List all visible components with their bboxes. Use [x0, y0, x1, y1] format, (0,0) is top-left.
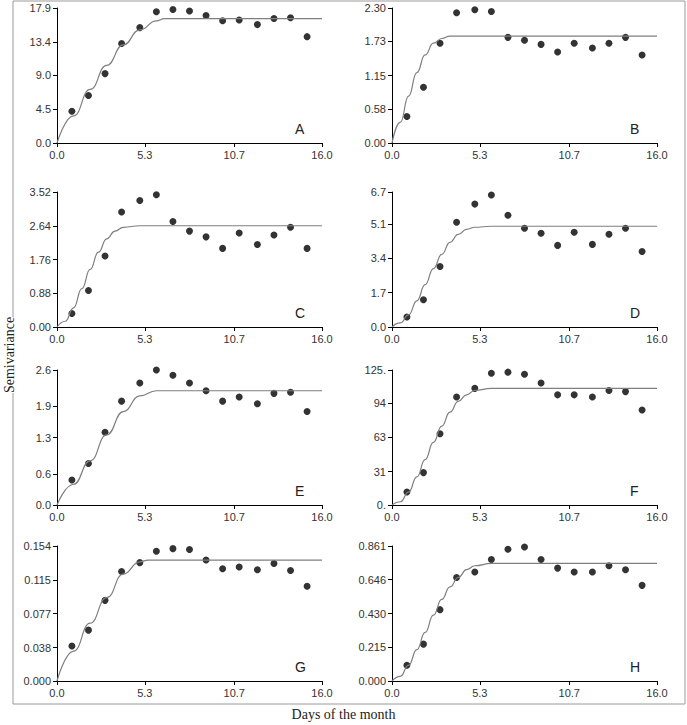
svg-text:0.215: 0.215	[358, 641, 386, 653]
svg-text:16.0: 16.0	[311, 687, 332, 699]
svg-text:16.0: 16.0	[646, 511, 667, 523]
svg-text:2.6: 2.6	[36, 364, 51, 376]
svg-text:0.0: 0.0	[49, 333, 64, 345]
svg-text:1.9: 1.9	[36, 400, 51, 412]
svg-text:0.646: 0.646	[358, 574, 386, 586]
svg-text:5.3: 5.3	[137, 511, 152, 523]
svg-text:2.30: 2.30	[365, 2, 386, 14]
svg-text:31: 31	[374, 466, 386, 478]
svg-text:0.077: 0.077	[23, 608, 51, 620]
svg-text:10.7: 10.7	[224, 149, 245, 161]
svg-text:D: D	[630, 305, 640, 321]
svg-text:0.6: 0.6	[36, 468, 51, 480]
svg-text:5.3: 5.3	[137, 687, 152, 699]
svg-text:0.0: 0.0	[36, 137, 51, 149]
svg-text:H: H	[630, 659, 640, 675]
svg-text:9.0: 9.0	[36, 69, 51, 81]
svg-text:0.0: 0.0	[384, 687, 399, 699]
svg-text:13.4: 13.4	[30, 36, 51, 48]
svg-text:10.7: 10.7	[559, 687, 580, 699]
svg-text:F: F	[630, 483, 639, 499]
svg-text:0.88: 0.88	[30, 287, 51, 299]
svg-text:0.115: 0.115	[24, 574, 51, 586]
svg-text:0.430: 0.430	[358, 608, 386, 620]
svg-text:E: E	[295, 483, 304, 499]
svg-text:0.0: 0.0	[384, 149, 399, 161]
svg-text:16.0: 16.0	[311, 333, 332, 345]
svg-text:3.4: 3.4	[371, 252, 386, 264]
svg-text:0.0: 0.0	[36, 499, 51, 511]
svg-text:5.3: 5.3	[472, 511, 487, 523]
svg-text:16.0: 16.0	[311, 511, 332, 523]
svg-text:Semivariance: Semivariance	[2, 317, 17, 393]
svg-text:16.0: 16.0	[646, 149, 667, 161]
svg-text:17.9: 17.9	[30, 2, 51, 14]
svg-text:4.5: 4.5	[36, 103, 51, 115]
svg-text:0.0: 0.0	[371, 321, 386, 333]
svg-text:10.7: 10.7	[224, 511, 245, 523]
svg-text:63: 63	[374, 431, 386, 443]
svg-text:125.: 125.	[365, 364, 386, 376]
svg-text:1.3: 1.3	[36, 432, 51, 444]
svg-text:0.000: 0.000	[23, 675, 51, 687]
svg-text:6.7: 6.7	[371, 186, 386, 198]
svg-text:1.15: 1.15	[365, 70, 386, 82]
svg-text:0.154: 0.154	[23, 540, 51, 552]
svg-text:0.58: 0.58	[365, 103, 386, 115]
svg-text:5.3: 5.3	[472, 333, 487, 345]
svg-text:10.7: 10.7	[559, 333, 580, 345]
svg-text:0.861: 0.861	[358, 540, 386, 552]
svg-text:B: B	[630, 121, 639, 137]
svg-text:3.52: 3.52	[30, 186, 51, 198]
svg-text:5.3: 5.3	[472, 687, 487, 699]
svg-text:10.7: 10.7	[559, 511, 580, 523]
svg-text:0.0: 0.0	[49, 149, 64, 161]
svg-text:0.000: 0.000	[358, 675, 386, 687]
svg-text:5.3: 5.3	[137, 333, 152, 345]
svg-text:0.0: 0.0	[49, 511, 64, 523]
svg-text:0.0: 0.0	[384, 511, 399, 523]
svg-text:G: G	[295, 659, 306, 675]
svg-text:Days of the month: Days of the month	[292, 707, 396, 722]
svg-text:2.64: 2.64	[30, 220, 51, 232]
svg-text:16.0: 16.0	[646, 333, 667, 345]
svg-text:0.00: 0.00	[365, 137, 386, 149]
svg-text:1.7: 1.7	[371, 287, 386, 299]
svg-text:5.3: 5.3	[137, 149, 152, 161]
svg-text:10.7: 10.7	[224, 687, 245, 699]
svg-text:16.0: 16.0	[311, 149, 332, 161]
svg-text:0.00: 0.00	[30, 321, 51, 333]
svg-text:1.73: 1.73	[365, 35, 386, 47]
svg-text:5.3: 5.3	[472, 149, 487, 161]
svg-text:C: C	[295, 305, 305, 321]
svg-text:0.0: 0.0	[384, 333, 399, 345]
svg-text:1.76: 1.76	[30, 254, 51, 266]
svg-text:16.0: 16.0	[646, 687, 667, 699]
svg-text:10.7: 10.7	[559, 149, 580, 161]
svg-text:5.1: 5.1	[371, 218, 386, 230]
svg-text:10.7: 10.7	[224, 333, 245, 345]
svg-text:0.038: 0.038	[23, 642, 51, 654]
svg-text:0.: 0.	[377, 499, 386, 511]
svg-text:0.0: 0.0	[49, 687, 64, 699]
svg-text:94: 94	[374, 397, 386, 409]
svg-text:A: A	[295, 121, 305, 137]
